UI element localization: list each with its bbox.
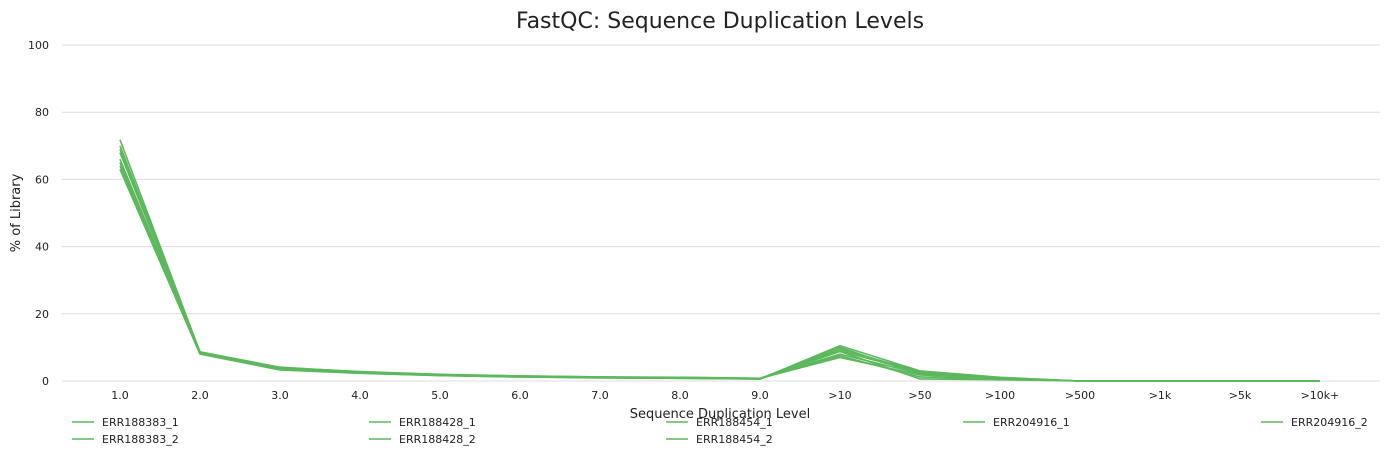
legend-label: ERR188454_1 xyxy=(696,416,773,429)
x-tick-label: 4.0 xyxy=(351,389,369,402)
x-tick-label: 8.0 xyxy=(671,389,689,402)
legend: ERR188383_1 ERR188383_2 ERR188428_1 ERR1884… xyxy=(72,416,1368,446)
legend-item[interactable]: ERR188428_1 xyxy=(369,416,476,429)
legend-item[interactable]: ERR188428_2 xyxy=(369,433,476,446)
y-tick-label: 80 xyxy=(35,106,49,119)
legend-label: ERR188428_2 xyxy=(399,433,476,446)
chart-title: FastQC: Sequence Duplication Levels xyxy=(516,9,924,34)
series-line xyxy=(119,158,1320,382)
legend-label: ERR188428_1 xyxy=(399,416,476,429)
legend-label: ERR204916_1 xyxy=(993,416,1070,429)
x-tick-label: >5k xyxy=(1229,389,1252,402)
y-tick-label: 0 xyxy=(42,375,49,388)
legend-label: ERR204916_2 xyxy=(1291,416,1368,429)
x-axis-label: Sequence Duplication Level xyxy=(630,407,810,422)
y-axis-label: % of Library xyxy=(9,173,24,252)
legend-item[interactable]: ERR188454_1 xyxy=(666,416,773,429)
y-tick-label: 40 xyxy=(35,241,49,254)
series-line xyxy=(119,152,1320,382)
legend-label: ERR188454_2 xyxy=(696,433,773,446)
grid-lines xyxy=(62,44,1380,382)
x-tick-label: 9.0 xyxy=(751,389,769,402)
series-lines xyxy=(119,139,1320,382)
x-tick-label: 6.0 xyxy=(511,389,529,402)
y-tick-label: 20 xyxy=(35,308,49,321)
x-tick-label: >500 xyxy=(1065,389,1095,402)
y-tick-label: 100 xyxy=(28,39,49,52)
legend-label: ERR188383_1 xyxy=(102,416,179,429)
legend-item[interactable]: ERR188383_1 xyxy=(72,416,179,429)
legend-item[interactable]: ERR204916_1 xyxy=(963,416,1070,429)
x-tick-label: 2.0 xyxy=(191,389,209,402)
x-tick-label: 3.0 xyxy=(271,389,289,402)
series-line xyxy=(119,148,1320,382)
x-tick-label: 1.0 xyxy=(111,389,129,402)
x-tick-label: >100 xyxy=(985,389,1015,402)
x-tick-label: 7.0 xyxy=(591,389,609,402)
y-axis-ticks: 0 20 40 60 80 100 xyxy=(28,39,49,388)
x-tick-label: >1k xyxy=(1149,389,1172,402)
series-line xyxy=(119,139,1320,382)
series-line xyxy=(119,162,1320,382)
x-tick-label: >10 xyxy=(828,389,851,402)
legend-item[interactable]: ERR188454_2 xyxy=(666,433,773,446)
legend-label: ERR188383_2 xyxy=(102,433,179,446)
series-line xyxy=(119,145,1320,382)
legend-item[interactable]: ERR188383_2 xyxy=(72,433,179,446)
x-tick-label: 5.0 xyxy=(431,389,449,402)
x-axis-ticks: 1.0 2.0 3.0 4.0 5.0 6.0 7.0 8.0 9.0 >10 >50 >100 >50… xyxy=(111,389,1339,402)
x-tick-label: >10k+ xyxy=(1301,389,1340,402)
y-tick-label: 60 xyxy=(35,173,49,186)
legend-item[interactable]: ERR204916_2 xyxy=(1261,416,1368,429)
series-line xyxy=(119,165,1320,382)
series-line xyxy=(119,169,1320,382)
x-tick-label: >50 xyxy=(908,389,931,402)
